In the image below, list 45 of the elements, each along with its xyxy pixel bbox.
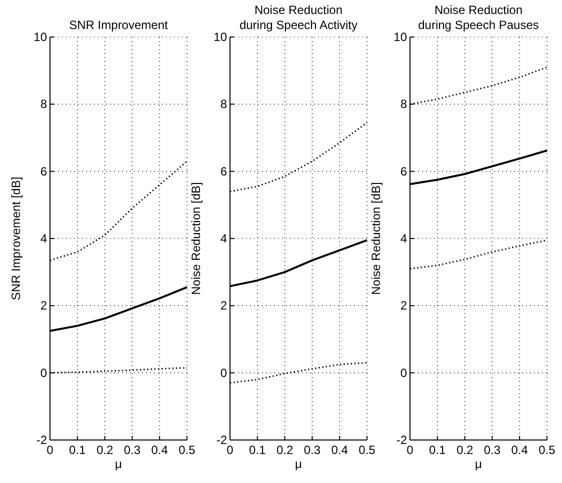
- x-axis-title: μ: [295, 457, 302, 471]
- y-tick-label: -2: [216, 433, 228, 447]
- y-tick-label: 0: [220, 366, 228, 380]
- y-tick-label: 6: [400, 164, 408, 178]
- y-tick-label: 10: [214, 30, 228, 44]
- x-tick-label: 0.5: [358, 443, 376, 457]
- y-tick-label: 4: [400, 232, 408, 246]
- y-axis-title: Noise Reduction [dB]: [369, 182, 383, 295]
- chart-title: Noise Reduction during Speech Pauses: [418, 3, 539, 32]
- y-axis-title: SNR Improvement [dB]: [9, 176, 23, 300]
- y-tick-label: 0: [400, 366, 408, 380]
- y-tick-label: 0: [40, 366, 48, 380]
- chart-title: SNR Improvement: [69, 18, 169, 32]
- x-tick-label: 0.2: [456, 443, 474, 457]
- chart-title: Noise Reduction during Speech Activity: [239, 3, 358, 32]
- y-tick-label: 2: [220, 298, 228, 313]
- x-tick-label: 0.3: [304, 443, 321, 457]
- x-tick-label: 0.4: [331, 443, 348, 457]
- x-tick-label: 0.3: [124, 443, 141, 457]
- y-tick-label: 2: [40, 298, 48, 313]
- y-axis-title: Noise Reduction [dB]: [189, 182, 203, 295]
- y-tick-label: -2: [36, 433, 48, 447]
- y-tick-label: 4: [40, 232, 48, 246]
- x-tick-label: 0.2: [96, 443, 114, 457]
- x-tick-label: 0.5: [538, 443, 556, 457]
- x-tick-label: 0.2: [276, 443, 294, 457]
- x-tick-label: 0.4: [151, 443, 168, 457]
- y-tick-label: 4: [220, 232, 228, 246]
- x-tick-label: 0.4: [511, 443, 528, 457]
- y-tick-label: 6: [40, 164, 48, 178]
- y-tick-label: 8: [220, 97, 228, 112]
- y-tick-label: 8: [40, 97, 48, 112]
- y-tick-label: 2: [400, 298, 408, 313]
- y-tick-label: 8: [400, 97, 408, 112]
- x-tick-label: 0.5: [178, 443, 196, 457]
- x-tick-label: 0.3: [484, 443, 501, 457]
- y-tick-label: 6: [220, 164, 228, 178]
- y-tick-label: -2: [396, 433, 408, 447]
- x-tick-label: 0.1: [69, 443, 86, 457]
- x-tick-label: 0.1: [429, 443, 446, 457]
- x-axis-title: μ: [115, 457, 122, 471]
- x-tick-label: 0.1: [249, 443, 266, 457]
- x-axis-title: μ: [475, 457, 482, 471]
- y-tick-label: 10: [394, 30, 408, 44]
- y-tick-label: 10: [34, 30, 48, 44]
